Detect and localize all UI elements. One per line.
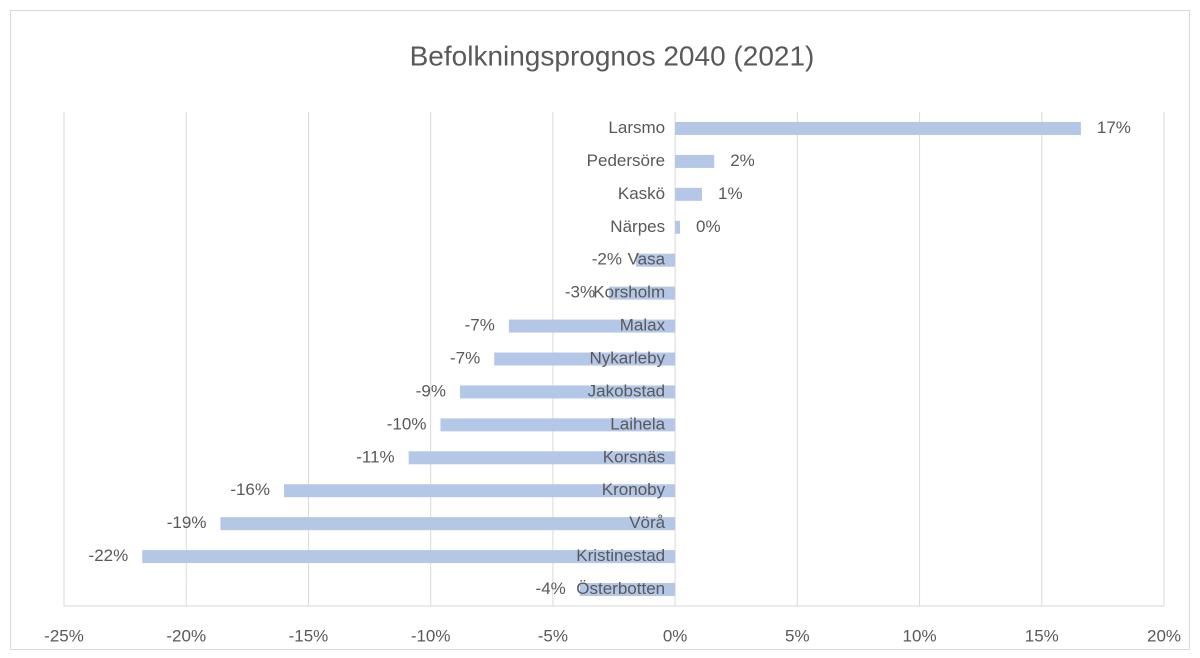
category-label: Laihela [610, 414, 665, 433]
bar [675, 187, 702, 201]
category-label: Närpes [610, 217, 665, 236]
category-label: Nykarleby [590, 348, 666, 367]
bar [579, 583, 676, 597]
data-label: -19% [167, 513, 207, 532]
bar [284, 484, 676, 498]
data-label: -4% [536, 579, 566, 598]
data-label: -3% [565, 283, 595, 302]
x-tick-label: 10% [903, 626, 937, 645]
category-label: Pedersöre [587, 151, 665, 170]
bar [142, 550, 676, 564]
x-tick-label: 5% [785, 626, 810, 645]
data-label: -9% [416, 381, 446, 400]
data-label: 17% [1097, 118, 1131, 137]
data-label: -7% [450, 348, 480, 367]
category-label: Kristinestad [576, 546, 665, 565]
data-label: -11% [356, 447, 394, 466]
x-tick-label: -5% [538, 626, 568, 645]
data-label: -22% [89, 546, 129, 565]
data-label: -16% [230, 480, 270, 499]
bar [675, 220, 680, 234]
data-label: -10% [387, 414, 427, 433]
category-label: Korsholm [593, 283, 665, 302]
x-tick-label: 15% [1025, 626, 1059, 645]
bar [675, 121, 1081, 135]
bar [609, 286, 676, 300]
bar [636, 253, 676, 267]
x-tick-label: 0% [663, 626, 688, 645]
category-label: Kaskö [618, 184, 665, 203]
x-tick-label: -25% [44, 626, 84, 645]
bar [408, 451, 676, 465]
data-label: -7% [465, 316, 495, 335]
bar [508, 319, 676, 333]
category-label: Österbotten [576, 579, 665, 598]
data-label: 0% [696, 217, 721, 236]
category-label: Vasa [628, 250, 666, 269]
category-label: Kronoby [602, 480, 666, 499]
bar [460, 385, 676, 399]
bar [675, 154, 715, 168]
bar [494, 352, 676, 366]
category-label: Vörå [629, 513, 665, 532]
bar [220, 517, 676, 531]
category-label: Jakobstad [588, 381, 666, 400]
bar [440, 418, 676, 432]
chart-title: Befolkningsprognos 2040 (2021) [410, 40, 815, 71]
x-tick-label: -15% [289, 626, 329, 645]
data-label: 2% [730, 151, 755, 170]
x-tick-label: -10% [411, 626, 451, 645]
category-label: Korsnäs [603, 447, 665, 466]
data-label: 1% [718, 184, 743, 203]
x-tick-label: 20% [1147, 626, 1181, 645]
category-label: Malax [620, 316, 666, 335]
data-label: -2% [592, 250, 622, 269]
x-tick-label: -20% [166, 626, 206, 645]
category-label: Larsmo [608, 118, 665, 137]
